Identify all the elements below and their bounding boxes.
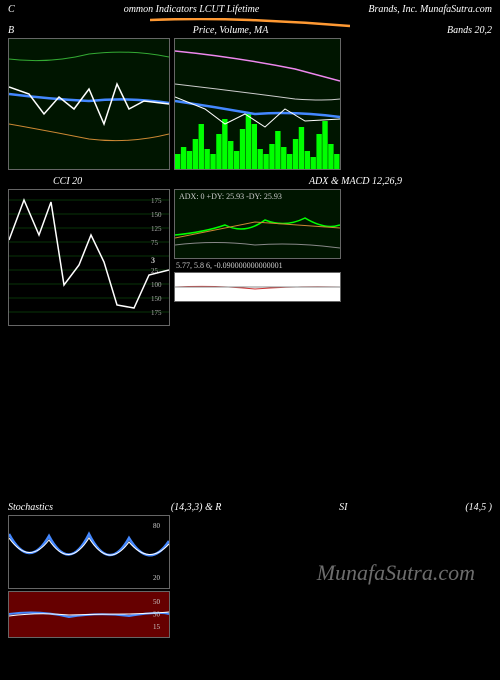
row1-right-title: Bands 20,2 [447,25,492,36]
panel-stochastics: 80 20 [8,515,170,589]
row2-right-title: ADX & MACD 12,26,9 [309,176,402,187]
panel-adx: ADX: 0 +DY: 25.93 -DY: 25.93 [174,189,341,259]
header-center-right: Brands, Inc. MunafaSutra.com [368,4,492,15]
header-left: C [8,4,15,15]
row3-right-title: (14,5 ) [465,502,492,513]
svg-text:15: 15 [153,623,161,631]
panel-price-volume [174,38,341,170]
row1 [0,38,500,170]
row3-titles: Stochastics (14,3,3) & R SI (14,5 ) [0,500,500,515]
row1-left-title: B [8,25,14,36]
header-bar: C ommon Indicators LCUT Lifetime Brands,… [0,0,500,19]
panel-rsi: 50 30 15 [8,591,170,638]
svg-text:150: 150 [151,211,162,219]
svg-text:175: 175 [151,197,162,205]
svg-text:75: 75 [151,239,159,247]
panel-bollinger [8,38,170,170]
adx-bottom-text: 5.77, 5.8 6, -0.090000000000001 [174,259,339,272]
row2-titles: CCI 20 ADX & MACD 12,26,9 [0,174,500,189]
svg-text:30: 30 [153,611,161,619]
svg-text:175: 175 [151,309,162,317]
adx-top-text: ADX: 0 +DY: 25.93 -DY: 25.93 [179,192,282,201]
row3-center2-title: SI [339,502,347,513]
panel-macd [174,272,341,302]
row3-left-title: Stochastics [8,502,53,513]
svg-text:150: 150 [151,295,162,303]
row2-left-title: CCI 20 [53,176,82,187]
gap-spacer [0,326,500,496]
header-orange-curve [150,18,350,28]
header-center-left: ommon Indicators LCUT Lifetime [124,4,260,15]
row3-center-title: (14,3,3) & R [171,502,222,513]
row2: 1751501257525100150175 3 ADX: 0 +DY: 25.… [0,189,500,326]
svg-text:100: 100 [151,281,162,289]
svg-text:50: 50 [153,598,161,606]
panel-cci: 1751501257525100150175 3 [8,189,170,326]
svg-text:125: 125 [151,225,162,233]
svg-text:80: 80 [153,522,161,530]
watermark: MunafaSutra.com [317,560,475,586]
panel-adx-macd-group: ADX: 0 +DY: 25.93 -DY: 25.93 5.77, 5.8 6… [174,189,339,326]
svg-text:20: 20 [153,574,161,582]
cci-label-3: 3 [151,256,155,265]
